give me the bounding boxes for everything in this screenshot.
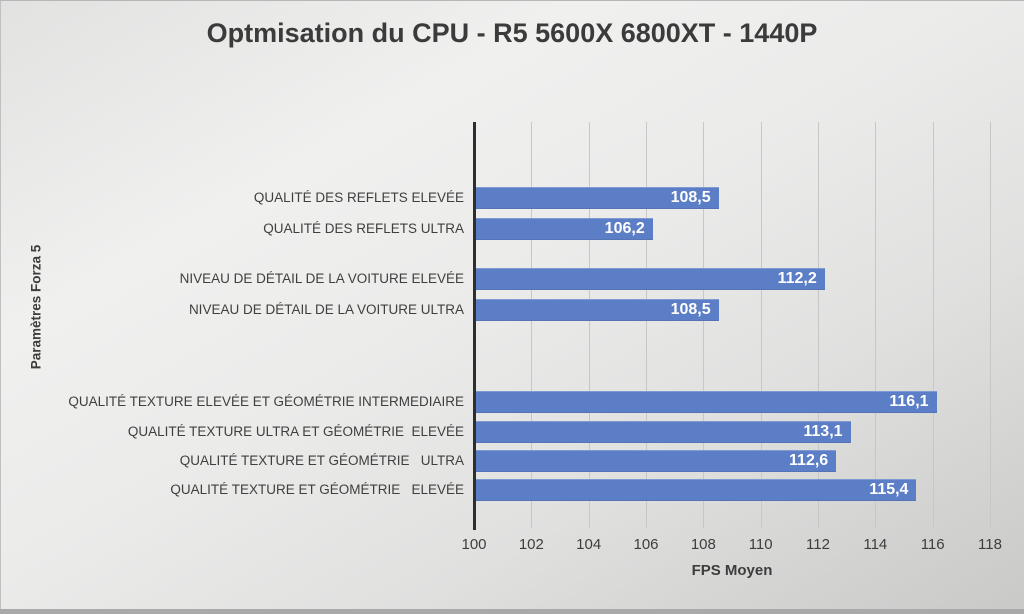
category-label: QUALITÉ TEXTURE ULTRA ET GÉOMÉTRIE ELEVÉ… xyxy=(127,424,464,439)
bar-value-label: 112,6 xyxy=(789,452,829,469)
bar-value-label: 113,1 xyxy=(803,423,843,440)
bar xyxy=(475,421,851,443)
slide-bottom-edge xyxy=(0,609,1024,614)
gridline xyxy=(818,122,819,528)
x-tick-label: 106 xyxy=(633,536,659,553)
bar-value-label: 108,5 xyxy=(670,189,711,206)
gridline xyxy=(990,122,991,528)
category-label: QUALITÉ TEXTURE ELEVÉE ET GÉOMÉTRIE INTE… xyxy=(68,394,464,409)
value-axis-line xyxy=(473,122,476,530)
x-tick-label: 114 xyxy=(863,536,888,553)
x-tick-label: 110 xyxy=(748,536,773,553)
bar xyxy=(475,187,719,209)
bar-value-label: 112,2 xyxy=(777,270,817,287)
category-label: QUALITÉ DES REFLETS ELEVÉE xyxy=(253,190,464,205)
chart-title: Optmisation du CPU - R5 5600X 6800XT - 1… xyxy=(206,18,818,48)
x-tick-label: 118 xyxy=(978,536,1002,553)
bar-value-label: 116,1 xyxy=(889,393,929,410)
bar xyxy=(475,218,653,240)
gridline xyxy=(588,122,590,528)
category-label: QUALITÉ DES REFLETS ULTRA xyxy=(263,221,464,236)
x-tick-label: 112 xyxy=(806,536,830,553)
gridline xyxy=(531,122,533,528)
x-tick-label: 102 xyxy=(518,536,544,553)
gridline xyxy=(703,122,705,528)
x-tick-label: 116 xyxy=(920,536,945,553)
gridline xyxy=(646,122,647,528)
bar-value-label: 106,2 xyxy=(604,220,645,237)
bar xyxy=(475,299,719,321)
x-tick-label: 108 xyxy=(690,536,716,553)
bar xyxy=(475,268,825,290)
category-label: QUALITÉ TEXTURE ET GÉOMÉTRIE ULTRA xyxy=(179,453,464,468)
gridline xyxy=(875,122,877,528)
category-label: NIVEAU DE DÉTAIL DE LA VOITURE ULTRA xyxy=(188,302,464,317)
bar xyxy=(475,450,837,472)
bar xyxy=(475,391,937,413)
bar-value-label: 108,5 xyxy=(670,301,711,318)
category-label: NIVEAU DE DÉTAIL DE LA VOITURE ELEVÉE xyxy=(179,271,464,286)
gridline xyxy=(760,122,762,528)
bar xyxy=(475,479,917,501)
gridline xyxy=(932,122,934,528)
category-label: QUALITÉ TEXTURE ET GÉOMÉTRIE ELEVÉE xyxy=(170,482,464,497)
x-tick-label: 100 xyxy=(461,536,487,553)
bar-value-label: 115,4 xyxy=(869,481,909,498)
x-tick-label: 104 xyxy=(576,536,602,553)
x-axis-title: FPS Moyen xyxy=(691,562,773,579)
